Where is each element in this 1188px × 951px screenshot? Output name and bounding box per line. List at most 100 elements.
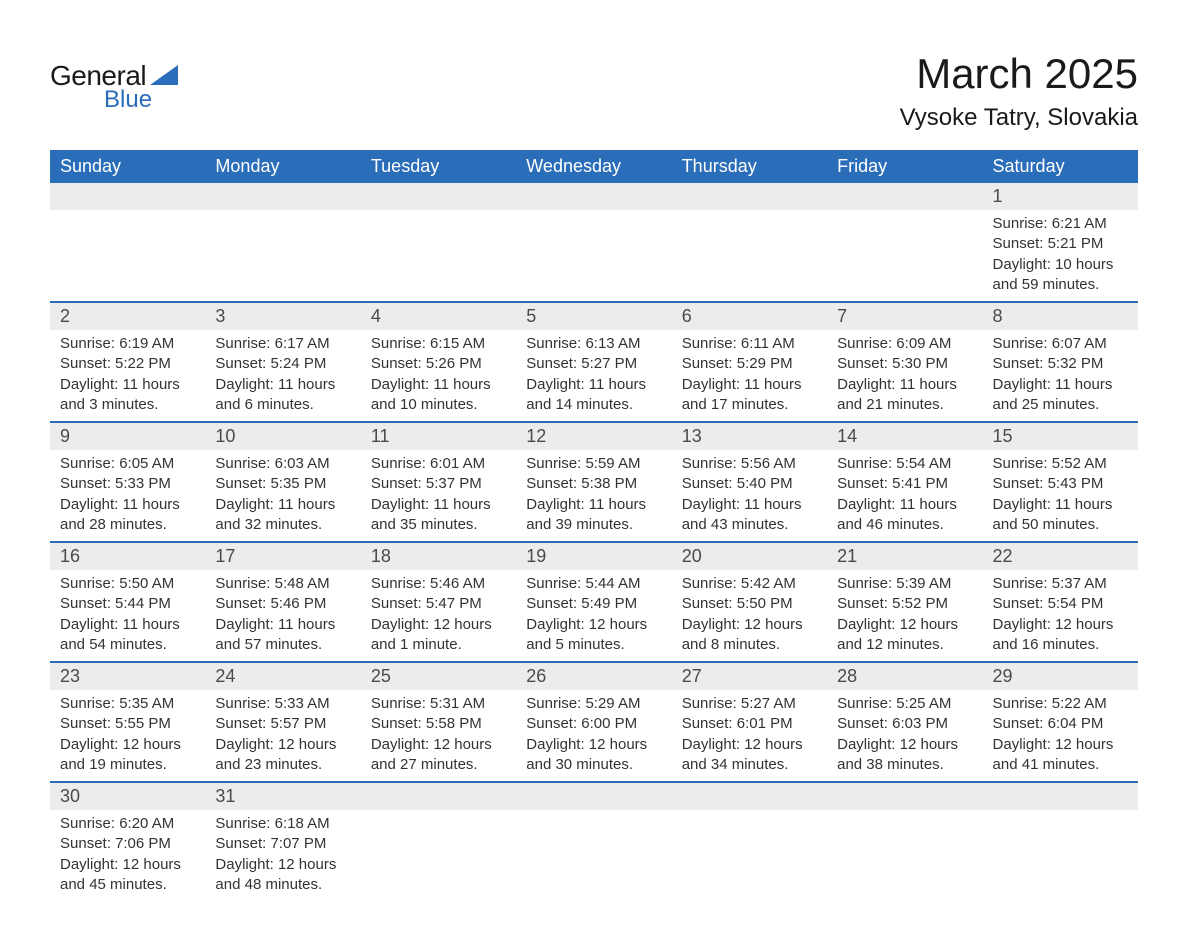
day-sunset: Sunset: 5:40 PM xyxy=(682,474,817,494)
day-daylight1: Daylight: 11 hours xyxy=(371,375,506,395)
calendar-table: Sunday Monday Tuesday Wednesday Thursday… xyxy=(50,150,1138,901)
logo-triangle-icon xyxy=(150,65,178,85)
day-sunset: Sunset: 5:22 PM xyxy=(60,354,195,374)
weekday-header-row: Sunday Monday Tuesday Wednesday Thursday… xyxy=(50,150,1138,183)
day-number: 3 xyxy=(205,303,360,330)
day-number: 22 xyxy=(983,543,1138,570)
day-sunrise: Sunrise: 5:46 AM xyxy=(371,574,506,594)
day-cell: Sunrise: 5:27 AMSunset: 6:01 PMDaylight:… xyxy=(672,690,827,781)
day-daylight2: and 39 minutes. xyxy=(526,515,661,535)
day-cell: Sunrise: 6:13 AMSunset: 5:27 PMDaylight:… xyxy=(516,330,671,421)
day-cell: Sunrise: 6:15 AMSunset: 5:26 PMDaylight:… xyxy=(361,330,516,421)
day-cell: Sunrise: 5:44 AMSunset: 5:49 PMDaylight:… xyxy=(516,570,671,661)
day-number: 20 xyxy=(672,543,827,570)
day-cell: Sunrise: 6:21 AMSunset: 5:21 PMDaylight:… xyxy=(983,210,1138,301)
day-daylight1: Daylight: 12 hours xyxy=(371,615,506,635)
day-number: 25 xyxy=(361,663,516,690)
day-number: 19 xyxy=(516,543,671,570)
day-number: 12 xyxy=(516,423,671,450)
day-daylight1: Daylight: 11 hours xyxy=(526,375,661,395)
day-daylight1: Daylight: 11 hours xyxy=(993,375,1128,395)
day-daylight2: and 59 minutes. xyxy=(993,275,1128,295)
day-number: 24 xyxy=(205,663,360,690)
day-daylight2: and 34 minutes. xyxy=(682,755,817,775)
day-cell xyxy=(361,210,516,301)
day-sunset: Sunset: 5:38 PM xyxy=(526,474,661,494)
day-daylight1: Daylight: 11 hours xyxy=(215,615,350,635)
day-daylight2: and 10 minutes. xyxy=(371,395,506,415)
day-sunrise: Sunrise: 5:42 AM xyxy=(682,574,817,594)
day-daylight2: and 16 minutes. xyxy=(993,635,1128,655)
weekday-header: Wednesday xyxy=(516,150,671,183)
day-daylight1: Daylight: 12 hours xyxy=(371,735,506,755)
day-sunrise: Sunrise: 5:59 AM xyxy=(526,454,661,474)
day-daylight1: Daylight: 12 hours xyxy=(60,855,195,875)
day-number: 15 xyxy=(983,423,1138,450)
weekday-header: Saturday xyxy=(983,150,1138,183)
day-sunset: Sunset: 5:30 PM xyxy=(837,354,972,374)
day-sunrise: Sunrise: 6:18 AM xyxy=(215,814,350,834)
day-daylight1: Daylight: 12 hours xyxy=(993,615,1128,635)
day-daylight2: and 14 minutes. xyxy=(526,395,661,415)
day-sunrise: Sunrise: 6:17 AM xyxy=(215,334,350,354)
day-sunrise: Sunrise: 5:27 AM xyxy=(682,694,817,714)
day-sunrise: Sunrise: 5:39 AM xyxy=(837,574,972,594)
day-sunset: Sunset: 5:46 PM xyxy=(215,594,350,614)
day-daylight2: and 41 minutes. xyxy=(993,755,1128,775)
day-sunset: Sunset: 5:54 PM xyxy=(993,594,1128,614)
day-daylight1: Daylight: 11 hours xyxy=(526,495,661,515)
day-cell: Sunrise: 5:50 AMSunset: 5:44 PMDaylight:… xyxy=(50,570,205,661)
day-number xyxy=(205,183,360,210)
day-number: 30 xyxy=(50,783,205,810)
day-sunset: Sunset: 5:47 PM xyxy=(371,594,506,614)
day-sunset: Sunset: 5:58 PM xyxy=(371,714,506,734)
day-daylight2: and 25 minutes. xyxy=(993,395,1128,415)
day-number: 23 xyxy=(50,663,205,690)
day-number: 26 xyxy=(516,663,671,690)
day-daylight1: Daylight: 12 hours xyxy=(526,615,661,635)
day-number: 2 xyxy=(50,303,205,330)
day-sunrise: Sunrise: 6:05 AM xyxy=(60,454,195,474)
day-sunrise: Sunrise: 5:25 AM xyxy=(837,694,972,714)
day-daylight1: Daylight: 11 hours xyxy=(371,495,506,515)
day-cell xyxy=(672,810,827,901)
day-number-row: 1 xyxy=(50,183,1138,210)
page-title: March 2025 xyxy=(900,50,1138,98)
day-daylight1: Daylight: 12 hours xyxy=(60,735,195,755)
day-sunset: Sunset: 7:07 PM xyxy=(215,834,350,854)
day-content-row: Sunrise: 6:19 AMSunset: 5:22 PMDaylight:… xyxy=(50,330,1138,421)
day-number: 6 xyxy=(672,303,827,330)
day-number: 10 xyxy=(205,423,360,450)
day-cell: Sunrise: 6:09 AMSunset: 5:30 PMDaylight:… xyxy=(827,330,982,421)
day-daylight1: Daylight: 11 hours xyxy=(993,495,1128,515)
day-sunrise: Sunrise: 6:20 AM xyxy=(60,814,195,834)
day-sunset: Sunset: 5:24 PM xyxy=(215,354,350,374)
day-cell: Sunrise: 6:03 AMSunset: 5:35 PMDaylight:… xyxy=(205,450,360,541)
day-content-row: Sunrise: 5:50 AMSunset: 5:44 PMDaylight:… xyxy=(50,570,1138,661)
day-sunset: Sunset: 5:35 PM xyxy=(215,474,350,494)
day-daylight1: Daylight: 11 hours xyxy=(60,615,195,635)
day-cell: Sunrise: 5:42 AMSunset: 5:50 PMDaylight:… xyxy=(672,570,827,661)
day-number xyxy=(672,183,827,210)
day-daylight1: Daylight: 11 hours xyxy=(60,375,195,395)
day-sunrise: Sunrise: 5:48 AM xyxy=(215,574,350,594)
day-number: 17 xyxy=(205,543,360,570)
day-daylight1: Daylight: 11 hours xyxy=(837,375,972,395)
day-daylight2: and 17 minutes. xyxy=(682,395,817,415)
day-sunrise: Sunrise: 6:13 AM xyxy=(526,334,661,354)
day-number: 14 xyxy=(827,423,982,450)
day-cell: Sunrise: 5:33 AMSunset: 5:57 PMDaylight:… xyxy=(205,690,360,781)
day-number: 21 xyxy=(827,543,982,570)
day-cell: Sunrise: 6:19 AMSunset: 5:22 PMDaylight:… xyxy=(50,330,205,421)
day-cell xyxy=(827,210,982,301)
day-sunset: Sunset: 5:57 PM xyxy=(215,714,350,734)
day-sunrise: Sunrise: 5:52 AM xyxy=(993,454,1128,474)
day-cell: Sunrise: 5:39 AMSunset: 5:52 PMDaylight:… xyxy=(827,570,982,661)
day-cell: Sunrise: 5:37 AMSunset: 5:54 PMDaylight:… xyxy=(983,570,1138,661)
day-cell: Sunrise: 5:48 AMSunset: 5:46 PMDaylight:… xyxy=(205,570,360,661)
day-content-row: Sunrise: 6:05 AMSunset: 5:33 PMDaylight:… xyxy=(50,450,1138,541)
day-daylight1: Daylight: 11 hours xyxy=(682,375,817,395)
day-daylight1: Daylight: 11 hours xyxy=(682,495,817,515)
day-daylight2: and 19 minutes. xyxy=(60,755,195,775)
weekday-header: Thursday xyxy=(672,150,827,183)
